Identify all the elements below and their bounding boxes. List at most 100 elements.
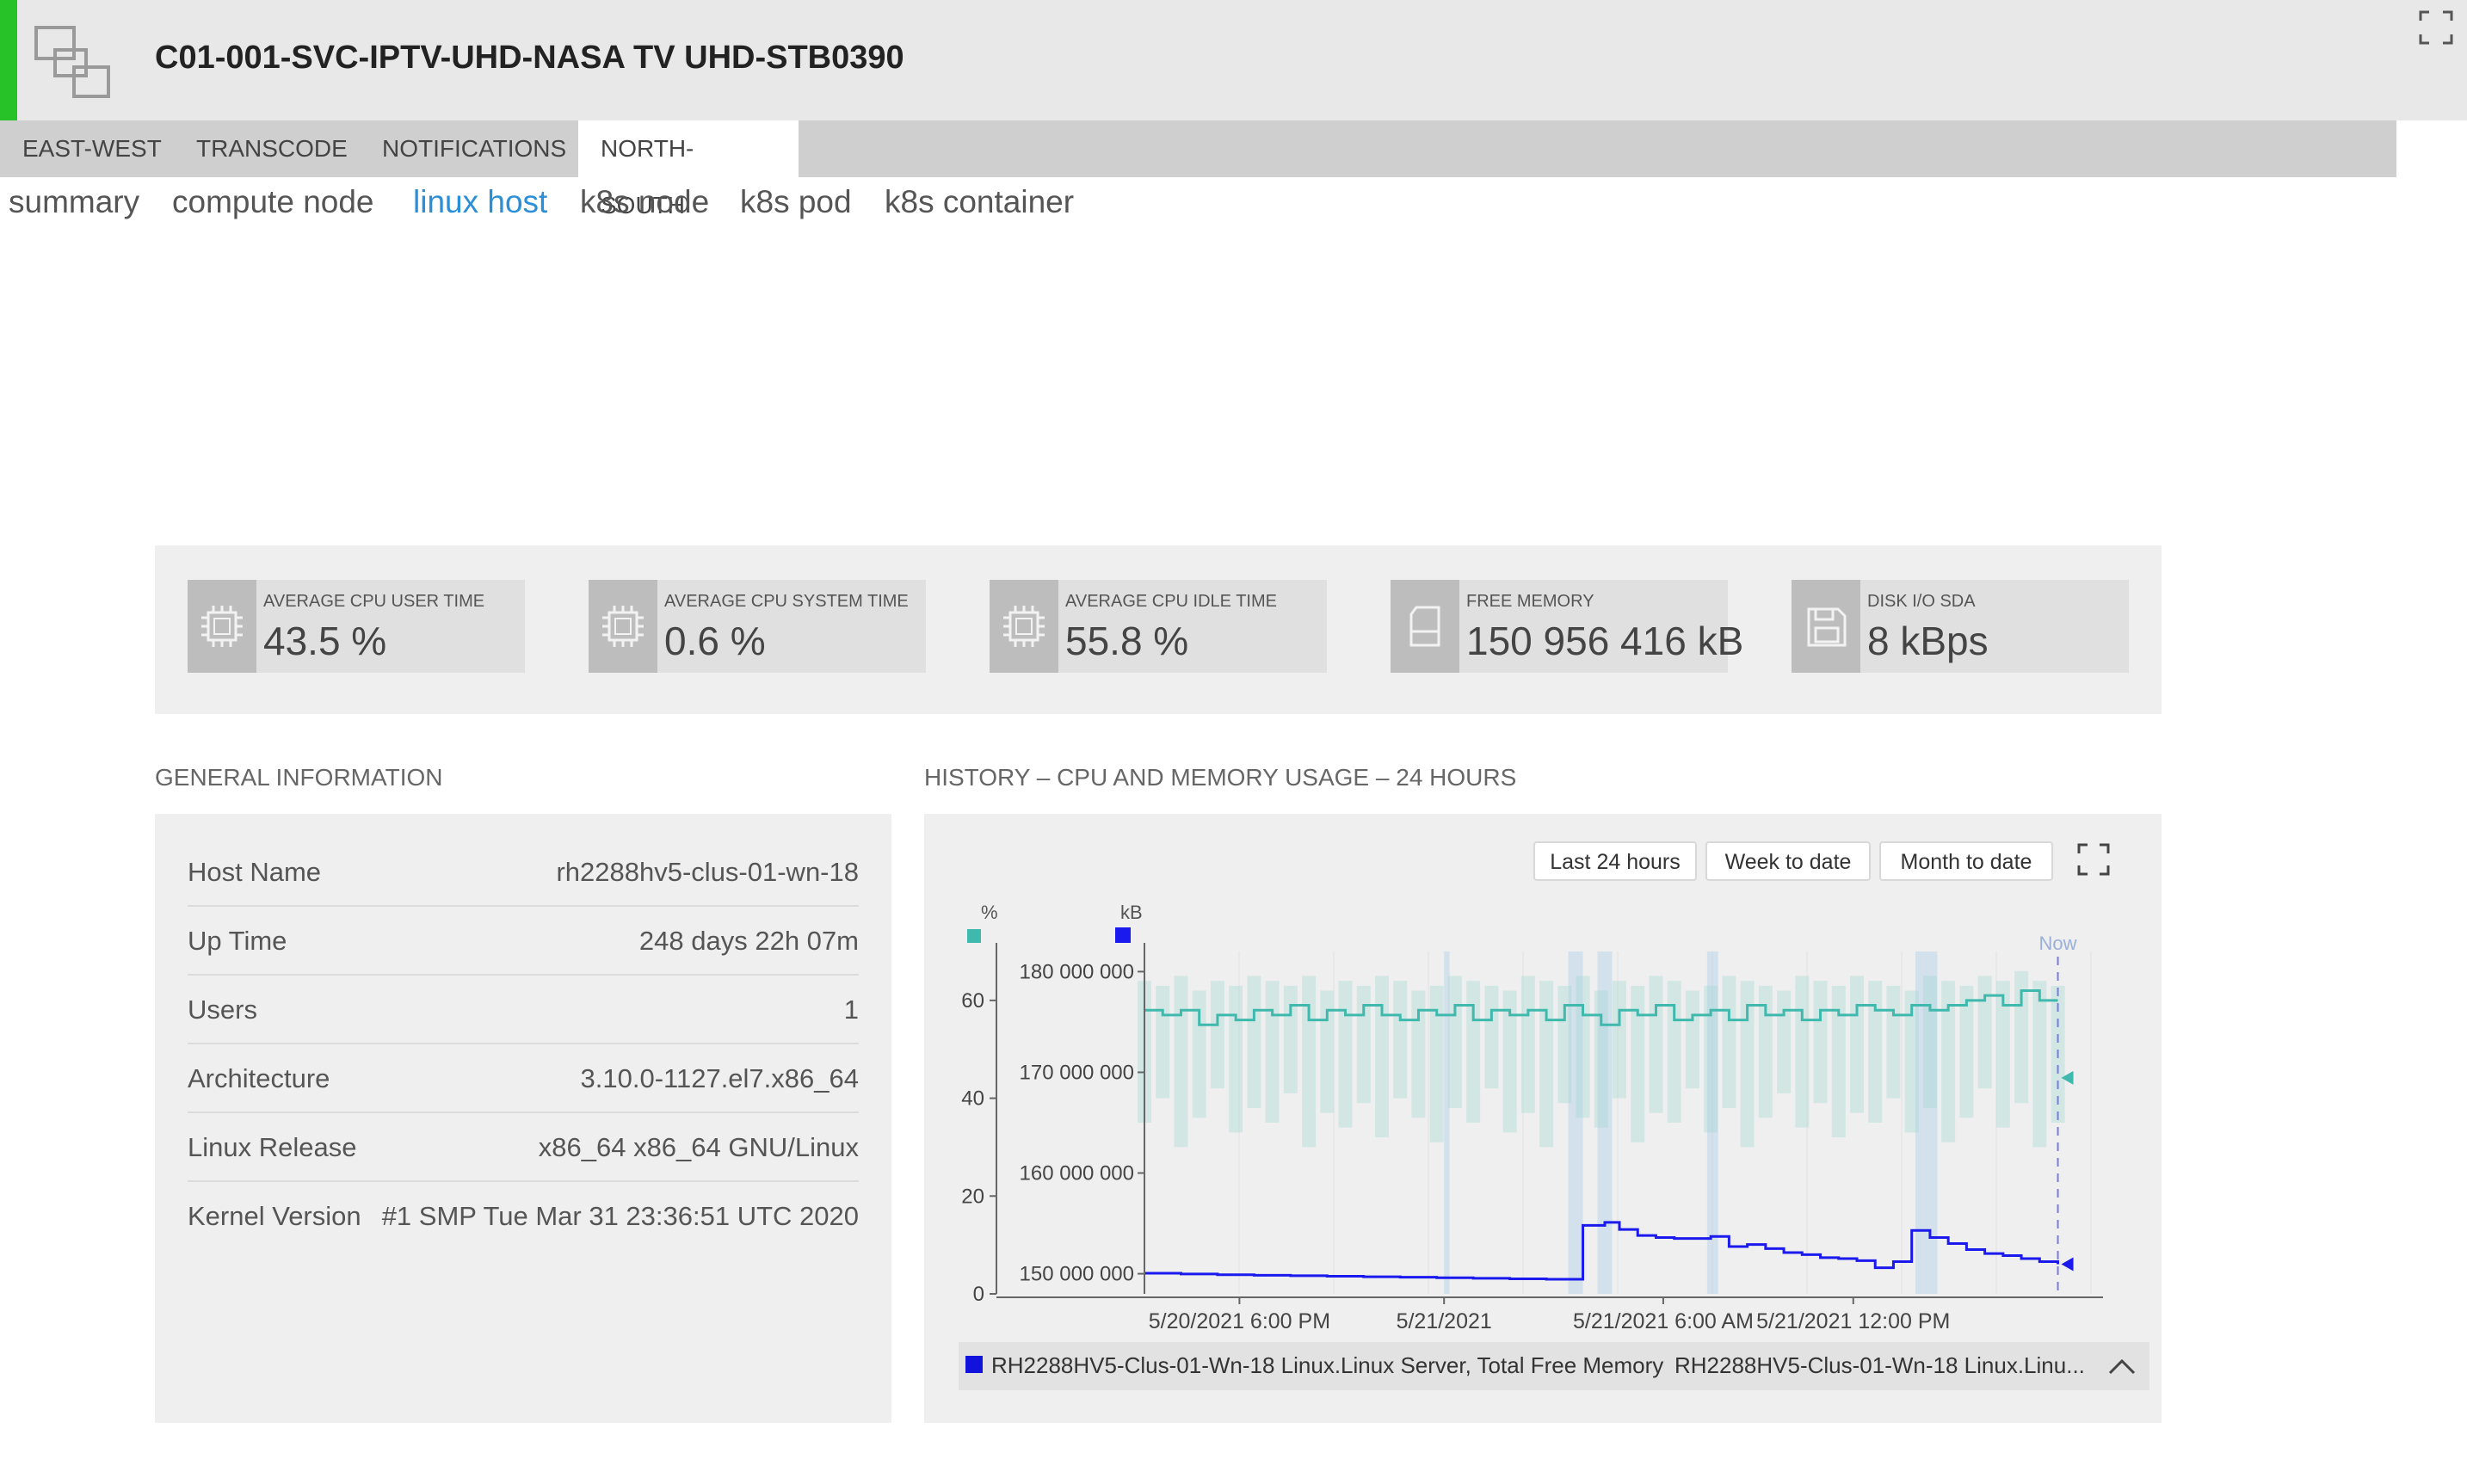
- percent-axis-swatch: [967, 929, 981, 943]
- last-24-hours-button[interactable]: Last 24 hours: [1533, 841, 1697, 881]
- cpu-range-bar: [1922, 976, 1937, 1108]
- cpu-range-bar: [1886, 985, 1901, 1099]
- cpu-range-bar: [1959, 985, 1974, 1118]
- chevron-up-icon[interactable]: [2105, 1352, 2139, 1380]
- legend-item-cpu[interactable]: RH2288HV5-Clus-01-Wn-18 Linux.Linu...: [1674, 1352, 2085, 1378]
- subnav-linux-host[interactable]: linux host: [413, 184, 548, 219]
- tab-north-south[interactable]: NORTH-SOUTH: [578, 120, 799, 219]
- cpu-range-bar: [1594, 990, 1608, 1128]
- cpu-range-bar: [1539, 981, 1554, 1148]
- cpu-range-bar: [1502, 990, 1517, 1133]
- kb-axis-swatch: [1115, 927, 1131, 943]
- cpu-range-bar: [1777, 990, 1792, 1093]
- fullscreen-icon[interactable]: [2074, 840, 2113, 879]
- cpu-range-bar: [1868, 981, 1883, 1123]
- subnav-k8s-container[interactable]: k8s container: [885, 184, 1075, 219]
- info-value: 248 days 22h 07m: [638, 926, 859, 956]
- cpu-range-bar: [2032, 981, 2047, 1148]
- highlight-band: [1597, 951, 1613, 1294]
- kb-tick-label: 160 000 000: [1020, 1162, 1134, 1185]
- cpu-range-bar: [1192, 990, 1206, 1118]
- cpu-range-bar: [1283, 985, 1298, 1093]
- cpu-range-bar: [1174, 976, 1188, 1148]
- cpu-range-bar: [1520, 976, 1535, 1113]
- cpu-series-line: [1144, 988, 2058, 1026]
- info-row-up-time: Up Time 248 days 22h 07m: [188, 905, 859, 976]
- cpu-icon: [1003, 606, 1045, 647]
- cpu-range-bar: [1613, 981, 1626, 1099]
- cpu-range-bar: [1977, 976, 1992, 1089]
- history-panel: % kB 0 20 40 60 150 000 000 160 000 000 170 000 …: [924, 814, 2162, 1423]
- info-key: Host Name: [188, 857, 322, 887]
- kpi-strip: AVERAGE CPU USER TIME 43.5 % AVERAGE CPU…: [155, 545, 2162, 714]
- maximize-icon[interactable]: [2417, 9, 2455, 46]
- cpu-icon: [602, 606, 644, 647]
- info-row-architecture: Architecture 3.10.0-1127.el7.x86_64: [188, 1043, 859, 1113]
- info-value: #1 SMP Tue Mar 31 23:36:51 UTC 2020: [381, 1201, 859, 1231]
- kpi-free-memory: FREE MEMORY 150 956 416 kB: [1391, 580, 1743, 673]
- kpi-disk-io: DISK I/O SDA 8 kBps: [1792, 580, 2129, 673]
- x-tick-label: 5/21/2021 6:00 AM: [1573, 1309, 1754, 1333]
- info-value: 1: [843, 994, 859, 1025]
- info-key: Architecture: [188, 1063, 330, 1093]
- cpu-range-bar: [1576, 976, 1590, 1118]
- kb-tick-label: 180 000 000: [1020, 960, 1134, 983]
- subnav-summary[interactable]: summary: [9, 184, 140, 219]
- subnav-k8s-pod[interactable]: k8s pod: [740, 184, 852, 219]
- tab-bar: EAST-WEST TRANSCODE NOTIFICATIONS NORTH-…: [0, 120, 2396, 219]
- memory-card-icon: [1409, 606, 1440, 647]
- x-tick-label: 5/21/2021: [1397, 1309, 1492, 1333]
- cpu-range-bar: [1265, 981, 1280, 1123]
- cpu-range-bar: [1393, 981, 1408, 1099]
- status-accent-bar: [0, 0, 17, 120]
- info-row-host-name: Host Name rh2288hv5-clus-01-wn-18: [188, 836, 859, 907]
- info-row-kernel-version: Kernel Version #1 SMP Tue Mar 31 23:36:5…: [188, 1180, 859, 1249]
- memory-now-marker: [2061, 1257, 2074, 1272]
- kpi-value: 43.5 %: [263, 619, 387, 663]
- kpi-value: 55.8 %: [1065, 619, 1189, 663]
- kpi-cpu-idle-time: AVERAGE CPU IDLE TIME 55.8 %: [990, 580, 1327, 673]
- week-to-date-button[interactable]: Week to date: [1705, 841, 1871, 881]
- month-to-date-button[interactable]: Month to date: [1879, 841, 2053, 881]
- highlight-band: [1568, 951, 1583, 1294]
- cpu-range-bar: [1447, 976, 1462, 1108]
- cpu-range-bar: [1740, 981, 1755, 1148]
- cpu-range-bar: [1722, 976, 1736, 1108]
- cpu-range-bar: [1356, 985, 1371, 1104]
- info-value: rh2288hv5-clus-01-wn-18: [556, 857, 859, 887]
- kpi-label: AVERAGE CPU USER TIME: [263, 592, 485, 611]
- chart-legend: RH2288HV5-Clus-01-Wn-18 Linux.Linux Serv…: [959, 1342, 2149, 1390]
- cpu-range-bar: [1338, 981, 1353, 1128]
- kpi-label: AVERAGE CPU SYSTEM TIME: [664, 592, 909, 611]
- cpu-range-bar: [1995, 981, 2010, 1128]
- info-key: Up Time: [188, 926, 287, 956]
- tab-east-west[interactable]: EAST-WEST: [22, 135, 162, 162]
- history-title: HISTORY – CPU AND MEMORY USAGE – 24 HOUR…: [924, 764, 1517, 791]
- kb-tick-label: 170 000 000: [1020, 1061, 1134, 1084]
- kpi-cpu-user-time: AVERAGE CPU USER TIME 43.5 %: [188, 580, 525, 673]
- subnav-k8s-node[interactable]: k8s node: [580, 184, 710, 219]
- subnav-compute-node[interactable]: compute node: [172, 184, 374, 219]
- cpu-range-bar: [1941, 981, 1956, 1142]
- cpu-now-marker: [2061, 1070, 2074, 1085]
- percent-tick-label: 20: [961, 1185, 984, 1208]
- legend-item-memory[interactable]: RH2288HV5-Clus-01-Wn-18 Linux.Linux Serv…: [991, 1352, 1664, 1378]
- tab-transcode[interactable]: TRANSCODE: [196, 135, 348, 162]
- page-title: C01-001-SVC-IPTV-UHD-NASA TV UHD-STB0390: [155, 40, 904, 76]
- x-tick-label: 5/20/2021 6:00 PM: [1149, 1309, 1330, 1333]
- cpu-range-bar: [1704, 985, 1718, 1133]
- percent-tick-label: 60: [961, 989, 984, 1013]
- kb-tick-label: 150 000 000: [1020, 1263, 1134, 1286]
- cpu-range-bar: [1466, 981, 1481, 1123]
- highlight-band: [1444, 951, 1450, 1294]
- memory-series-line: [1144, 1221, 2060, 1281]
- tab-notifications[interactable]: NOTIFICATIONS: [382, 135, 567, 162]
- cpu-range-bar: [1484, 985, 1499, 1089]
- percent-axis-unit: %: [981, 902, 998, 923]
- info-row-linux-release: Linux Release x86_64 x86_64 GNU/Linux: [188, 1111, 859, 1182]
- cpu-range-bar: [1795, 976, 1810, 1128]
- highlight-band: [1706, 951, 1718, 1294]
- info-value: x86_64 x86_64 GNU/Linux: [538, 1132, 859, 1162]
- x-tick-label: 5/21/2021 12:00 PM: [1756, 1309, 1950, 1333]
- cpu-range-bar: [1210, 981, 1224, 1089]
